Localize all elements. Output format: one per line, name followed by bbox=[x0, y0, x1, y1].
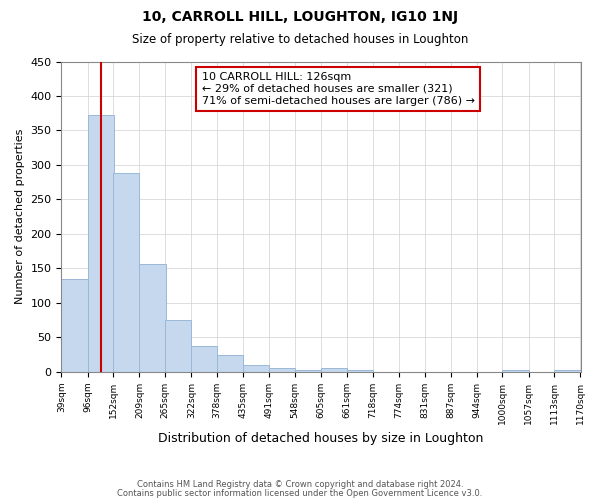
Bar bbox=[321, 368, 347, 372]
Text: 10 CARROLL HILL: 126sqm
← 29% of detached houses are smaller (321)
71% of semi-d: 10 CARROLL HILL: 126sqm ← 29% of detache… bbox=[202, 72, 475, 106]
Text: Contains HM Land Registry data © Crown copyright and database right 2024.: Contains HM Land Registry data © Crown c… bbox=[137, 480, 463, 489]
Bar bbox=[88, 116, 114, 372]
Bar bbox=[191, 346, 217, 372]
Bar bbox=[347, 370, 373, 372]
Y-axis label: Number of detached properties: Number of detached properties bbox=[15, 129, 25, 304]
Bar bbox=[139, 264, 166, 372]
Bar bbox=[217, 354, 243, 372]
Text: Contains public sector information licensed under the Open Government Licence v3: Contains public sector information licen… bbox=[118, 488, 482, 498]
Text: Size of property relative to detached houses in Loughton: Size of property relative to detached ho… bbox=[132, 32, 468, 46]
Bar bbox=[554, 370, 581, 372]
X-axis label: Distribution of detached houses by size in Loughton: Distribution of detached houses by size … bbox=[158, 432, 484, 445]
Bar bbox=[243, 365, 269, 372]
Bar bbox=[269, 368, 295, 372]
Bar bbox=[165, 320, 191, 372]
Bar bbox=[113, 173, 139, 372]
Bar bbox=[502, 370, 529, 372]
Bar bbox=[295, 370, 321, 372]
Bar bbox=[61, 278, 88, 372]
Text: 10, CARROLL HILL, LOUGHTON, IG10 1NJ: 10, CARROLL HILL, LOUGHTON, IG10 1NJ bbox=[142, 10, 458, 24]
